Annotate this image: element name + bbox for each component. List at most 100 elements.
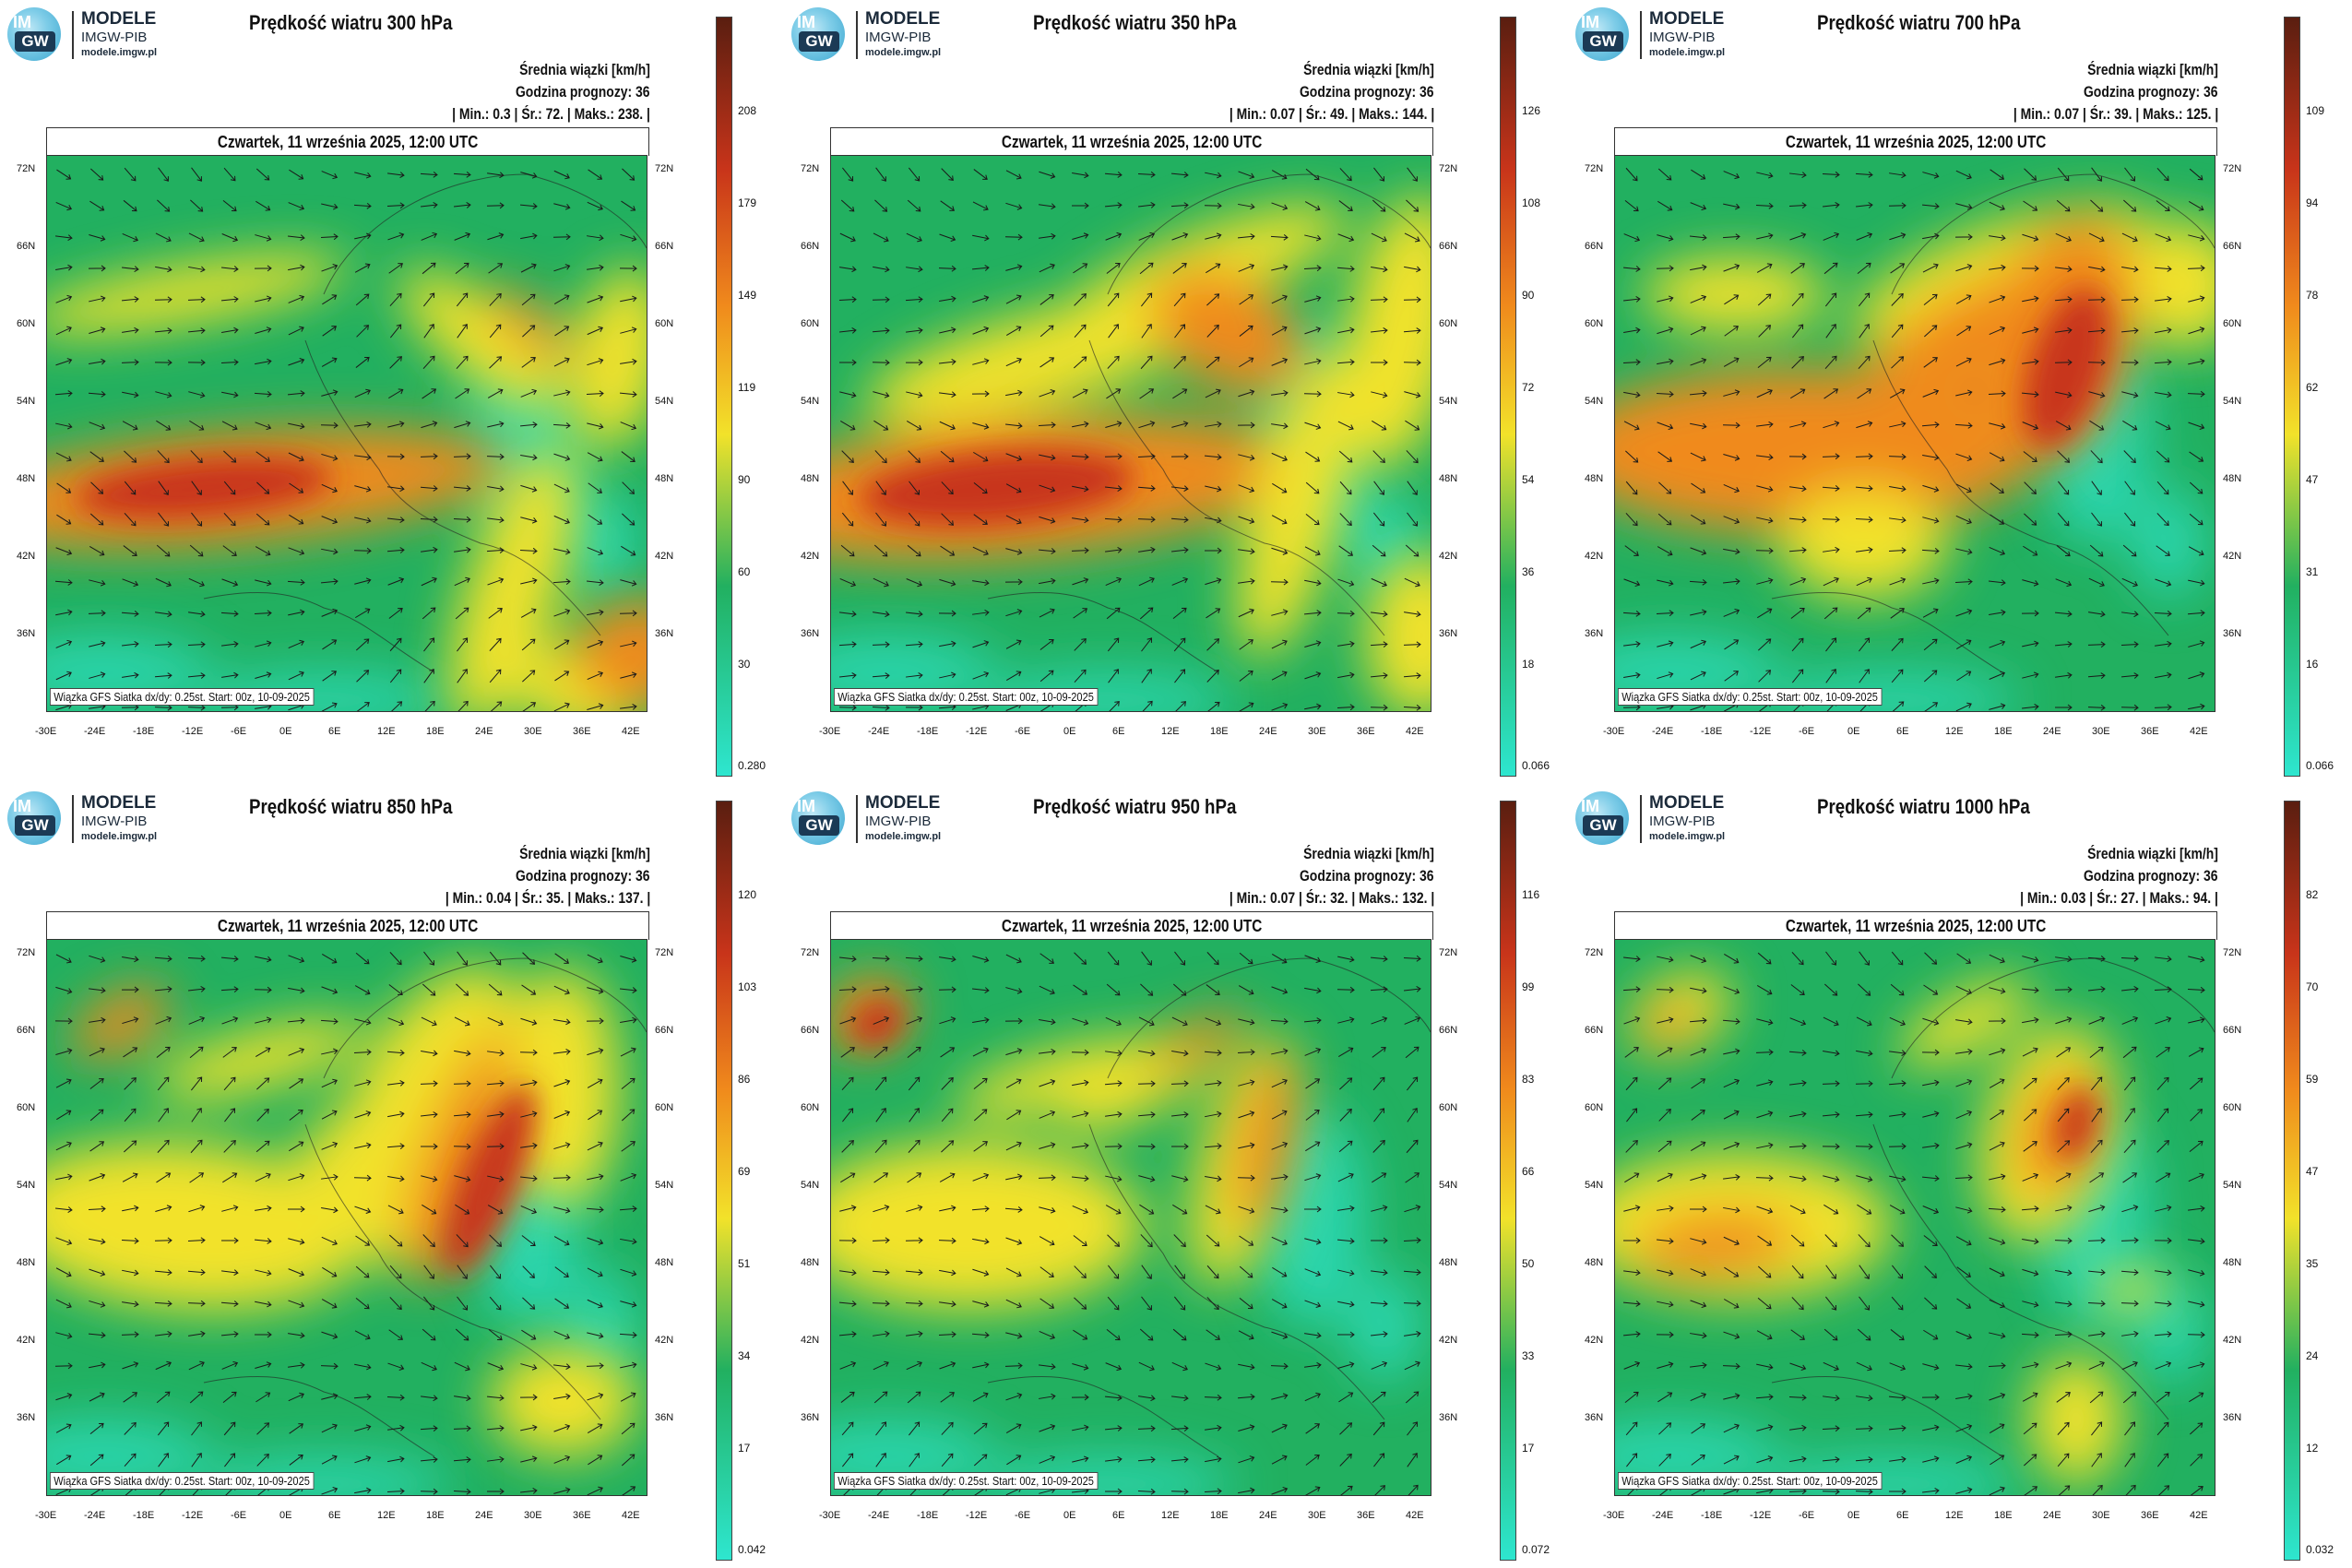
logo-separator	[856, 11, 858, 59]
wind-arrow	[554, 1266, 569, 1277]
wind-arrow	[2087, 1237, 2106, 1244]
wind-arrow	[1791, 1297, 1804, 1311]
wind-arrow	[1138, 421, 1156, 429]
wind-arrow	[1789, 1017, 1807, 1027]
wind-arrow	[2155, 578, 2172, 587]
wind-arrow	[255, 168, 270, 181]
wind-arrow	[255, 640, 272, 647]
wind-arrow	[89, 1078, 104, 1089]
wind-arrow	[1039, 1206, 1056, 1214]
colorbar-label: 16	[2306, 658, 2319, 671]
date-label: Czwartek, 11 września 2025, 12:00 UTC	[1001, 917, 1263, 935]
wind-arrow	[254, 1238, 272, 1244]
wind-arrow	[220, 610, 239, 617]
wind-arrow	[255, 1269, 272, 1277]
wind-arrow	[2124, 167, 2136, 182]
logo-line1: MODELE	[865, 9, 941, 29]
wind-arrow	[287, 579, 305, 586]
wind-arrow	[1238, 171, 1255, 180]
wind-arrow	[2123, 450, 2136, 464]
wind-arrow	[1823, 202, 1840, 208]
wind-arrow	[1723, 389, 1740, 397]
wind-arrow	[1073, 356, 1087, 369]
wind-arrow	[223, 481, 236, 495]
wind-arrow	[1690, 671, 1706, 681]
wind-arrow	[1955, 702, 1972, 711]
wind-arrow	[2154, 359, 2172, 366]
wind-arrow	[422, 700, 435, 711]
wind-arrow	[622, 168, 636, 181]
lat-tick-label: 66N	[17, 1025, 36, 1036]
lat-tick-label: 66N	[1439, 241, 1458, 252]
wind-arrow	[838, 672, 857, 679]
wind-arrow	[387, 576, 405, 586]
wind-arrow	[1004, 578, 1023, 586]
wind-arrow	[1789, 421, 1807, 428]
wind-arrow	[220, 359, 239, 366]
wind-arrow	[1304, 1238, 1322, 1245]
wind-arrow	[421, 202, 438, 208]
wind-arrow	[2054, 704, 2073, 711]
wind-arrow	[487, 1455, 505, 1463]
wind-arrow	[388, 388, 404, 399]
lat-tick-label: 42N	[17, 551, 36, 562]
wind-arrow	[2057, 1140, 2071, 1153]
wind-arrow	[1756, 577, 1774, 585]
wind-arrow	[456, 1234, 469, 1248]
wind-arrow	[1205, 232, 1222, 240]
wind-arrow	[1074, 324, 1087, 339]
imgw-badge-icon: IM GW	[7, 791, 61, 845]
wind-arrow	[1823, 1361, 1839, 1372]
wind-arrow	[1690, 1173, 1707, 1182]
wind-arrow	[587, 547, 604, 556]
wind-arrow	[389, 952, 402, 966]
wind-arrow	[2120, 672, 2139, 679]
wind-arrow	[190, 1139, 203, 1154]
wind-arrow	[190, 199, 204, 212]
wind-arrow	[1170, 1080, 1189, 1087]
wind-arrow	[1723, 986, 1740, 995]
wind-arrow	[1756, 1330, 1773, 1340]
wind-arrow	[157, 199, 171, 212]
model-footer: Wiązka GFS Siatka dx/dy: 0.25st. Start: …	[50, 1472, 315, 1490]
wind-arrow	[486, 1425, 505, 1431]
wind-arrow	[2023, 1422, 2037, 1435]
wind-arrow	[255, 956, 272, 963]
wind-arrow	[1657, 1301, 1674, 1308]
wind-arrow	[1723, 1423, 1740, 1433]
wind-arrow	[909, 1421, 921, 1436]
wind-arrow	[387, 1017, 405, 1027]
wind-arrow	[1955, 1363, 1973, 1370]
forecast-hour: Godzina prognozy: 36	[1300, 867, 1434, 885]
wind-arrow	[89, 422, 106, 431]
wind-arrow	[321, 1173, 339, 1181]
wind-arrow	[1238, 1079, 1255, 1087]
wind-arrow	[1071, 1049, 1089, 1056]
wind-arrow	[1657, 168, 1672, 181]
wind-arrow	[188, 1330, 206, 1337]
wind-arrow	[156, 1172, 172, 1183]
wind-arrow	[1723, 203, 1740, 210]
wind-arrow	[1756, 1363, 1774, 1371]
panel-subtitle: Średnia wiązki [km/h]	[1303, 845, 1434, 862]
wind-arrow	[255, 546, 271, 556]
lat-tick-label: 60N	[1439, 318, 1458, 329]
wind-arrow	[121, 986, 139, 993]
wind-arrow	[1791, 1265, 1804, 1279]
wind-arrow	[1204, 1394, 1222, 1401]
wind-arrow	[2022, 358, 2039, 365]
lon-tick-label: 36E	[2141, 1510, 2159, 1521]
wind-arrow	[838, 986, 857, 993]
lat-tick-label: 60N	[801, 1102, 820, 1113]
wind-arrow	[1005, 1423, 1022, 1433]
wind-arrow	[1039, 232, 1056, 240]
wind-arrow	[1657, 546, 1673, 556]
wind-arrow	[1789, 172, 1807, 179]
wind-arrow	[454, 1395, 471, 1402]
wind-arrow	[1407, 1452, 1418, 1467]
wind-arrow	[2021, 1206, 2039, 1212]
wind-arrow	[520, 388, 538, 398]
colorbar-label: 90	[1522, 289, 1535, 302]
wind-arrow	[1690, 1268, 1707, 1277]
wind-arrow	[1757, 952, 1772, 965]
